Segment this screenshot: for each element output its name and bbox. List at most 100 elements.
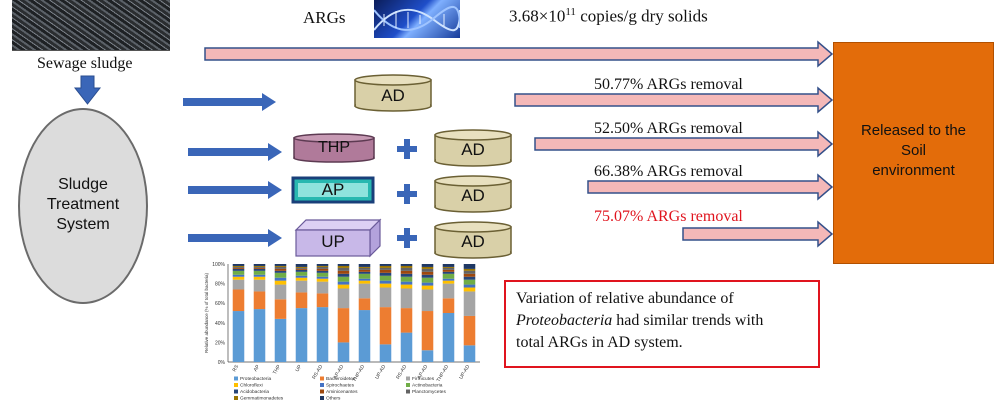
ap-label: AP [321,180,345,199]
bar-segment [295,271,308,276]
legend-label: Spirochaetes [326,383,355,389]
bar-segment [232,264,245,266]
sewage-sludge-photo [12,0,170,51]
legend-label: Gemmatimonadetes [240,396,284,402]
bar-segment [421,268,434,272]
bar-segment [337,342,350,362]
bar-segment [316,281,329,294]
legend-label: Proteobacteria [240,376,272,382]
bar-segment [274,277,287,281]
bar-segment [463,291,476,316]
removal-label-3: 66.38% ARGs removal [594,163,743,180]
bar-segment [274,266,287,269]
bar-segment [421,277,434,283]
input-arrow-thp [188,143,282,161]
ad-cylinder-2 [434,129,512,167]
bar-segment [442,278,455,281]
legend-swatch [234,376,238,381]
bar-segment [379,264,392,266]
bar-segment [232,276,245,280]
bar-segment [400,284,413,289]
removal-label-2: 52.50% ARGs removal [594,120,743,137]
bar-segment [232,267,245,269]
bar-segment [316,266,329,269]
bar-segment [337,273,350,277]
bar-segment [442,264,455,267]
bar-segment [421,271,434,275]
bar-segment [295,277,308,281]
x-tick-label: UP-AD [458,364,471,381]
bar-segment [232,266,245,268]
legend-swatch [320,389,324,394]
x-tick-label: THP-AD [436,364,451,383]
legend-swatch [320,376,324,381]
bar-segment [358,267,371,270]
bar-segment [442,313,455,362]
up-cube [294,218,382,258]
bar-segment [337,288,350,309]
bar-segment [358,283,371,299]
x-tick-label: AP [253,363,262,372]
release-box [833,42,994,264]
bar-segment [442,267,455,270]
x-tick-label: UP [295,363,304,373]
bar-segment [337,264,350,266]
bar-segment [463,345,476,362]
bar-segment [463,315,476,346]
bar-segment [400,264,413,266]
bar-segment [295,280,308,293]
legend-swatch [406,376,410,381]
bar-segment [295,292,308,309]
bar-segment [316,272,329,277]
bar-segment [358,271,371,274]
bar-segment [316,264,329,266]
bar-segment [253,267,266,269]
bar-segment [316,293,329,308]
bar-segment [421,264,434,267]
sludge-treatment-ellipse [18,108,148,304]
bar-segment [316,268,329,271]
bar-segment [379,269,392,273]
bar-segment [337,267,350,271]
bar-segment [274,299,287,319]
bar-segment [442,266,455,268]
y-tick-label: 0% [218,360,226,366]
legend-swatch [234,389,238,394]
bar-segment [379,275,392,281]
legend-label: Actinobacteria [412,383,443,389]
y-tick-label: 100% [212,262,225,268]
bar-segment [463,273,476,277]
bar-segment [442,269,455,272]
bar-segment [400,276,413,282]
thp-cylinder [293,133,375,163]
abundance-chart-svg: 0% 20% 40% 60% 80% 100%Relative abundance (% … [204,262,480,402]
legend-label: Acidobacteria [240,389,269,395]
bar-segment [442,280,455,284]
bar-segment [295,268,308,270]
bar-segment [421,285,434,290]
y-tick-label: 20% [215,340,226,346]
bar-segment [274,268,287,271]
bar-segment [316,276,329,279]
bar-segment [274,318,287,362]
bar-segment [358,280,371,284]
bar-segment [316,270,329,273]
bar-segment [295,269,308,272]
bar-segment [358,298,371,311]
bar-segment [421,311,434,351]
bar-segment [421,350,434,362]
bar-segment [463,268,476,271]
bar-segment [274,270,287,273]
bar-segment [274,265,287,267]
bar-segment [442,273,455,279]
y-tick-label: 80% [215,282,226,288]
bar-segment [358,264,371,267]
bar-segment [253,270,266,275]
bar-segment [316,307,329,362]
args-label: ARGs [303,8,346,27]
bar-segment [400,288,413,309]
bar-segment [400,270,413,274]
bar-segment [358,310,371,362]
legend-label: Bacteroidetes [326,376,356,382]
